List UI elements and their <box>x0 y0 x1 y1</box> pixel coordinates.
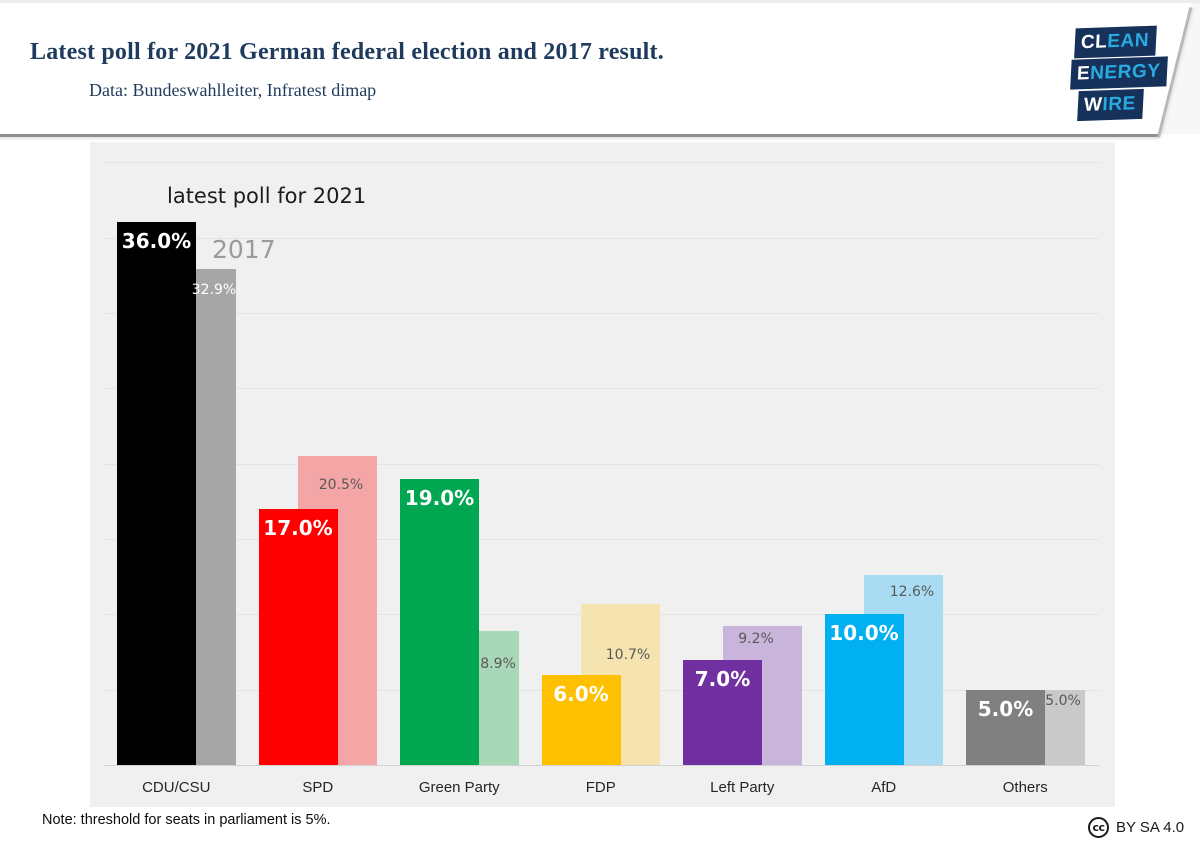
logo-text-white: CL <box>1080 31 1108 54</box>
page-subtitle: Data: Bundeswahlleiter, Infratest dimap <box>89 80 377 100</box>
bar-value-2021-green-party: 19.0% <box>404 485 475 510</box>
category-label-afd: AfD <box>871 779 897 796</box>
logo-text-cyan: NERGY <box>1089 60 1161 85</box>
bar-value-2017-green-party: 8.9% <box>480 656 516 672</box>
bar-2021-cdu-csu: 36.0% <box>117 222 196 765</box>
license-text: BY SA 4.0 <box>1116 819 1185 836</box>
header-divider <box>0 134 1159 137</box>
logo-line-energy: ENERGY <box>1070 56 1169 90</box>
page-title: Latest poll for 2021 German federal elec… <box>30 39 664 65</box>
footnote: Note: threshold for seats in parliament … <box>42 812 331 828</box>
logo-text-cyan: IRE <box>1101 93 1137 116</box>
gridline-30pct <box>104 312 1099 314</box>
bar-2021-afd: 10.0% <box>824 614 904 765</box>
header: Latest poll for 2021 German federal elec… <box>0 0 1200 138</box>
clean-energy-wire-logo: CLEAN ENERGY WIRE <box>1060 23 1180 123</box>
bar-2021-spd: 17.0% <box>258 508 338 765</box>
bar-value-2017-others: 5.0% <box>1045 693 1081 709</box>
bar-value-2021-others: 5.0% <box>977 696 1034 721</box>
series-label-2021: latest poll for 2021 <box>167 184 367 208</box>
gridline-35pct <box>104 237 1099 239</box>
bar-value-2021-cdu-csu: 36.0% <box>121 229 192 254</box>
creative-commons-icon: cc <box>1088 817 1109 838</box>
bar-value-2021-left-party: 7.0% <box>694 666 751 691</box>
category-label-green-party: Green Party <box>418 779 500 796</box>
bar-value-2017-spd: 20.5% <box>318 477 364 493</box>
bar-value-2017-left-party: 9.2% <box>738 631 774 647</box>
logo-line-wire: WIRE <box>1077 88 1144 122</box>
bar-2021-green-party: 19.0% <box>400 478 479 765</box>
category-label-fdp: FDP <box>585 779 616 796</box>
series-label-2017: 2017 <box>212 235 276 264</box>
license-badge: cc BY SA 4.0 <box>1088 817 1184 838</box>
bar-value-2017-fdp: 10.7% <box>605 647 651 663</box>
logo-line-clean: CLEAN <box>1074 25 1157 59</box>
gridline-0pct <box>104 765 1099 766</box>
bar-chart: latest poll for 2021 2017 36.0% 32.9% 17.0… <box>90 142 1115 807</box>
gridline-40pct <box>104 162 1099 164</box>
category-label-left-party: Left Party <box>710 779 775 796</box>
logo-text-cyan: EAN <box>1106 29 1150 53</box>
bar-value-2021-afd: 10.0% <box>829 621 899 646</box>
gridline-15pct <box>104 538 1099 540</box>
bar-value-2017-cdu-csu: 32.9% <box>191 282 237 298</box>
bar-value-2021-fdp: 6.0% <box>553 681 609 706</box>
category-label-spd: SPD <box>302 779 334 796</box>
bar-2021-others: 5.0% <box>966 689 1045 765</box>
gridline-20pct <box>104 463 1099 465</box>
category-label-others: Others <box>1002 779 1048 796</box>
gridline-25pct <box>104 388 1099 390</box>
bar-value-2017-afd: 12.6% <box>889 584 935 600</box>
bar-2021-left-party: 7.0% <box>683 659 762 765</box>
bar-value-2021-spd: 17.0% <box>263 515 333 540</box>
bar-2021-fdp: 6.0% <box>541 674 621 765</box>
logo-text-white: W <box>1083 94 1103 116</box>
category-label-cdu-csu: CDU/CSU <box>142 779 211 796</box>
